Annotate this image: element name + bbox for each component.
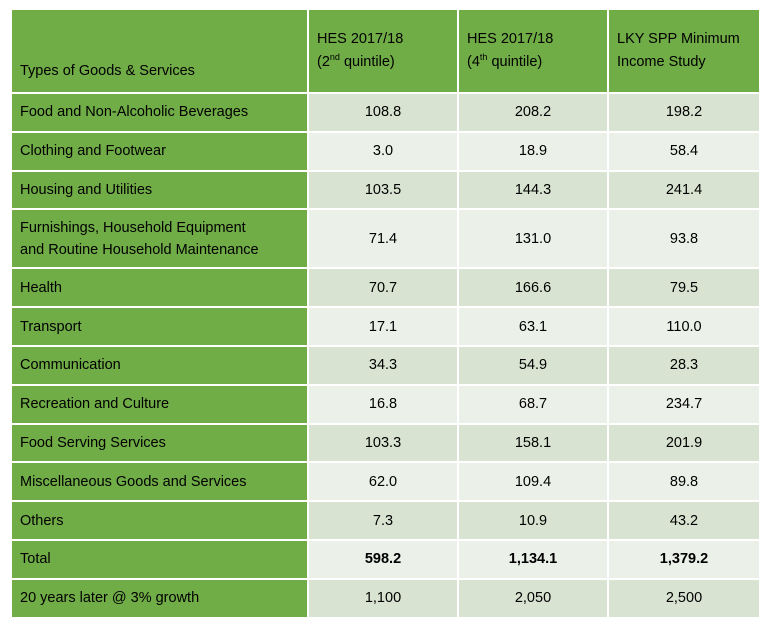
cell-hes-4th: 54.9 <box>459 346 607 384</box>
row-label: Housing and Utilities <box>12 171 307 209</box>
row-label: Others <box>12 502 307 539</box>
header-hes-4th-quintile: HES 2017/18 (4th quintile) <box>459 10 607 92</box>
table-row: Miscellaneous Goods and Services 62.0 10… <box>12 463 759 501</box>
cell-lky-spp: 1,379.2 <box>609 540 759 578</box>
header-hes-4th-title: HES 2017/18 <box>467 31 554 47</box>
cell-lky-spp: 43.2 <box>609 502 759 539</box>
cell-hes-2nd: 598.2 <box>309 540 457 578</box>
cell-hes-2nd: 1,100 <box>309 579 457 617</box>
row-label: Miscellaneous Goods and Services <box>12 463 307 501</box>
header-lky-spp: LKY SPP Minimum Income Study <box>609 10 759 92</box>
table-row: Communication 34.3 54.9 28.3 <box>12 346 759 384</box>
row-label: 20 years later @ 3% growth <box>12 579 307 617</box>
row-label: Transport <box>12 308 307 345</box>
header-hes-2nd-title: HES 2017/18 <box>317 31 404 47</box>
cell-hes-2nd: 70.7 <box>309 269 457 307</box>
header-hes-2nd-open: (2 <box>317 54 330 70</box>
row-label-line2: and Routine Household Maintenance <box>20 241 259 258</box>
cell-hes-2nd: 71.4 <box>309 210 457 268</box>
cell-hes-4th: 144.3 <box>459 171 607 209</box>
row-label: Recreation and Culture <box>12 385 307 423</box>
row-label: Communication <box>12 346 307 384</box>
table-row: Housing and Utilities 103.5 144.3 241.4 <box>12 171 759 209</box>
cell-hes-2nd: 103.5 <box>309 171 457 209</box>
row-label: Food Serving Services <box>12 424 307 462</box>
projection-row: 20 years later @ 3% growth 1,100 2,050 2… <box>12 579 759 617</box>
header-lky-line2: Income Study <box>617 54 706 70</box>
cell-hes-4th: 1,134.1 <box>459 540 607 578</box>
table-row: Health 70.7 166.6 79.5 <box>12 269 759 307</box>
table-row: Clothing and Footwear 3.0 18.9 58.4 <box>12 132 759 170</box>
row-label: Total <box>12 540 307 578</box>
cell-hes-2nd: 34.3 <box>309 346 457 384</box>
cell-lky-spp: 198.2 <box>609 94 759 131</box>
total-row: Total 598.2 1,134.1 1,379.2 <box>12 540 759 578</box>
row-label: Furnishings, Household Equipment and Rou… <box>12 210 307 268</box>
table-row: Food and Non-Alcoholic Beverages 108.8 2… <box>12 94 759 131</box>
cell-hes-2nd: 17.1 <box>309 308 457 345</box>
cell-hes-2nd: 3.0 <box>309 132 457 170</box>
table-row: Transport 17.1 63.1 110.0 <box>12 308 759 345</box>
table-row: Recreation and Culture 16.8 68.7 234.7 <box>12 385 759 423</box>
row-label: Health <box>12 269 307 307</box>
cell-hes-4th: 2,050 <box>459 579 607 617</box>
cell-hes-4th: 18.9 <box>459 132 607 170</box>
cell-lky-spp: 110.0 <box>609 308 759 345</box>
table-row: Food Serving Services 103.3 158.1 201.9 <box>12 424 759 462</box>
header-hes-2nd-close: quintile) <box>339 54 395 70</box>
cell-lky-spp: 93.8 <box>609 210 759 268</box>
header-hes-2nd-sup: nd <box>329 52 340 63</box>
cell-hes-4th: 166.6 <box>459 269 607 307</box>
cell-lky-spp: 241.4 <box>609 171 759 209</box>
cell-hes-2nd: 62.0 <box>309 463 457 501</box>
cell-lky-spp: 201.9 <box>609 424 759 462</box>
cell-lky-spp: 234.7 <box>609 385 759 423</box>
cell-hes-4th: 158.1 <box>459 424 607 462</box>
cell-hes-4th: 68.7 <box>459 385 607 423</box>
cell-lky-spp: 58.4 <box>609 132 759 170</box>
header-hes-4th-open: (4 <box>467 54 480 70</box>
cell-lky-spp: 28.3 <box>609 346 759 384</box>
cell-hes-4th: 10.9 <box>459 502 607 539</box>
cell-lky-spp: 89.8 <box>609 463 759 501</box>
cell-hes-2nd: 103.3 <box>309 424 457 462</box>
row-label: Food and Non-Alcoholic Beverages <box>12 94 307 131</box>
cell-hes-4th: 208.2 <box>459 94 607 131</box>
header-types-of-goods: Types of Goods & Services <box>12 10 307 92</box>
header-lky-line1: LKY SPP Minimum <box>617 31 740 47</box>
header-hes-4th-sup: th <box>479 52 488 63</box>
cell-lky-spp: 2,500 <box>609 579 759 617</box>
expenditure-table: Types of Goods & Services HES 2017/18 (2… <box>10 8 760 619</box>
table-row: Furnishings, Household Equipment and Rou… <box>12 210 759 268</box>
cell-hes-2nd: 16.8 <box>309 385 457 423</box>
cell-hes-2nd: 7.3 <box>309 502 457 539</box>
cell-hes-2nd: 108.8 <box>309 94 457 131</box>
cell-hes-4th: 131.0 <box>459 210 607 268</box>
header-hes-2nd-quintile: HES 2017/18 (2nd quintile) <box>309 10 457 92</box>
cell-hes-4th: 109.4 <box>459 463 607 501</box>
row-label-line1: Furnishings, Household Equipment <box>20 219 246 236</box>
table-row: Others 7.3 10.9 43.2 <box>12 502 759 539</box>
cell-hes-4th: 63.1 <box>459 308 607 345</box>
header-hes-4th-close: quintile) <box>487 54 543 70</box>
row-label: Clothing and Footwear <box>12 132 307 170</box>
cell-lky-spp: 79.5 <box>609 269 759 307</box>
header-row: Types of Goods & Services HES 2017/18 (2… <box>12 10 759 92</box>
